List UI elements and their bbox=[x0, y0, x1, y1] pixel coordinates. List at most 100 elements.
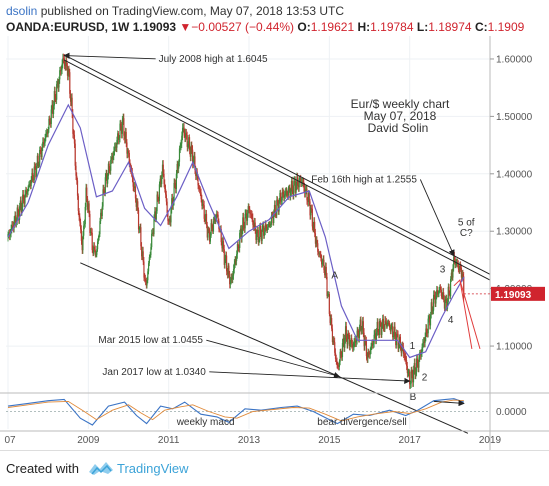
candle-body bbox=[192, 149, 194, 165]
candle-body bbox=[146, 280, 148, 286]
candle-body bbox=[188, 137, 191, 150]
candle-body bbox=[288, 187, 290, 189]
divergence-arrow bbox=[433, 399, 465, 407]
candle-body bbox=[38, 164, 40, 166]
close-value: 1.1909 bbox=[487, 20, 525, 34]
candle-body bbox=[228, 265, 230, 274]
tradingview-brand[interactable]: TradingView bbox=[117, 461, 189, 476]
candle-body bbox=[83, 225, 85, 236]
candle-body bbox=[463, 276, 465, 298]
candle-body bbox=[39, 149, 41, 165]
tradingview-logo-icon[interactable] bbox=[88, 458, 114, 478]
candle-body bbox=[35, 167, 37, 178]
candle-body bbox=[162, 164, 164, 174]
candle-body bbox=[314, 233, 317, 244]
candle-body bbox=[448, 286, 450, 293]
candle-body bbox=[87, 203, 89, 210]
candle-body bbox=[53, 91, 55, 106]
candle-body bbox=[83, 224, 86, 226]
last-price-tag bbox=[491, 286, 545, 301]
candle-body bbox=[350, 338, 352, 343]
candle-body bbox=[76, 180, 79, 196]
x-tick-label: 07 bbox=[4, 435, 16, 446]
candle-body bbox=[413, 363, 415, 371]
candle-body bbox=[315, 240, 317, 244]
candle-body bbox=[300, 178, 302, 183]
candle-body bbox=[360, 319, 362, 331]
candle-body bbox=[450, 278, 452, 297]
candle-body bbox=[433, 294, 435, 311]
candle-body bbox=[206, 225, 208, 238]
candle-body bbox=[303, 182, 305, 188]
candle-body bbox=[296, 176, 298, 186]
candle-body bbox=[113, 151, 115, 156]
candle-body bbox=[266, 227, 269, 231]
candle-body bbox=[356, 330, 358, 340]
candle-body bbox=[100, 212, 102, 222]
candle-body bbox=[178, 148, 181, 162]
candle-body bbox=[435, 296, 437, 304]
candle-body bbox=[127, 150, 130, 153]
candle-body bbox=[382, 318, 384, 327]
candle-body bbox=[180, 143, 182, 146]
chart-title: Eur/$ weekly chart bbox=[351, 97, 450, 111]
candle-body bbox=[325, 266, 327, 277]
candle-body bbox=[408, 371, 410, 373]
author-link[interactable]: dsolin bbox=[6, 4, 38, 18]
candle-body bbox=[307, 193, 310, 203]
candle-body bbox=[426, 332, 429, 334]
candle-body bbox=[69, 93, 72, 102]
candle-body bbox=[23, 199, 25, 204]
candle-body bbox=[358, 332, 360, 338]
annotation-label: 3 bbox=[440, 265, 446, 276]
macd-zero-label: 0.0000 bbox=[496, 407, 527, 418]
candle-body bbox=[415, 371, 417, 375]
candle-body bbox=[354, 340, 356, 343]
candle-body bbox=[263, 232, 266, 236]
candle-body bbox=[105, 173, 107, 178]
candle-body bbox=[412, 373, 414, 383]
candle-body bbox=[59, 70, 61, 80]
candle-body bbox=[261, 228, 263, 241]
candle-body bbox=[339, 351, 341, 362]
annotation-label: C? bbox=[460, 228, 473, 239]
candle-body bbox=[115, 146, 117, 148]
candle-body bbox=[306, 188, 308, 201]
candle-body bbox=[279, 193, 281, 201]
candle-body bbox=[248, 206, 250, 209]
candle-body bbox=[455, 263, 457, 265]
candle-body bbox=[199, 189, 201, 193]
annotation-label: 4 bbox=[448, 315, 454, 326]
candle-body bbox=[401, 345, 403, 353]
candle-body bbox=[227, 265, 229, 275]
price-chart[interactable]: July 2008 high at 1.6045 Feb 16th high at… bbox=[0, 36, 549, 450]
candle-body bbox=[109, 169, 111, 171]
candle-body bbox=[329, 313, 331, 323]
y-tick-label: 1.60000 bbox=[496, 54, 533, 65]
candle-body bbox=[137, 201, 139, 210]
candle-body bbox=[250, 213, 252, 215]
candle-body bbox=[294, 180, 296, 193]
candle-body bbox=[185, 132, 188, 136]
candle-body bbox=[368, 351, 370, 354]
candle-body bbox=[276, 199, 278, 216]
candle-body bbox=[280, 193, 282, 202]
candle-body bbox=[151, 233, 153, 248]
candle-body bbox=[195, 171, 198, 176]
candle-body bbox=[212, 221, 215, 232]
candle-body bbox=[107, 175, 109, 184]
candle-body bbox=[136, 201, 138, 207]
candle-body bbox=[33, 166, 35, 181]
candle-body bbox=[11, 225, 13, 229]
candle-body bbox=[272, 215, 274, 223]
candle-body bbox=[92, 250, 94, 254]
candle-body bbox=[311, 208, 313, 227]
candle-body bbox=[371, 343, 373, 346]
macd-name-label: weekly macd bbox=[176, 417, 235, 428]
candle-body bbox=[229, 273, 231, 285]
candle-body bbox=[349, 342, 351, 347]
candle-body bbox=[140, 227, 142, 247]
candle-body bbox=[398, 344, 400, 349]
candle-body bbox=[375, 332, 378, 341]
candle-body bbox=[323, 259, 325, 271]
